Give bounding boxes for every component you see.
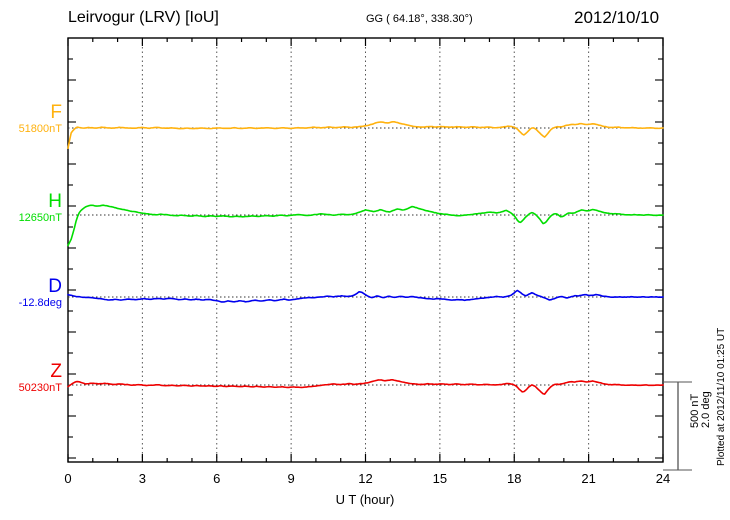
series-baseline-z: 50230nT	[18, 382, 62, 394]
x-tick-label-0: 0	[64, 471, 72, 486]
series-label-h: H 12650nT	[19, 192, 62, 225]
x-tick-label-15: 15	[432, 471, 448, 486]
x-axis-title: U T (hour)	[335, 492, 395, 507]
x-tick-label-3: 3	[138, 471, 146, 486]
scale-bar-label: 500 nT 2.0 deg	[689, 391, 712, 428]
series-label-z: Z 50230nT	[19, 362, 62, 395]
series-baseline-h: 12650nT	[18, 212, 62, 224]
x-tick-label-9: 9	[287, 471, 295, 486]
series-label-f: F 51800nT	[19, 103, 62, 136]
x-tick-label-24: 24	[655, 471, 671, 486]
geographic-coordinates: GG ( 64.18°, 338.30°)	[366, 13, 473, 25]
series-baseline-d: -12.8deg	[18, 297, 62, 309]
x-tick-label-21: 21	[581, 471, 596, 486]
trace-f	[67, 120, 664, 150]
series-name-h: H	[48, 191, 62, 212]
plotted-timestamp: Plotted at 2012/11/10 01:25 UT	[716, 327, 727, 466]
series-name-f: F	[50, 102, 62, 123]
x-tick-label-18: 18	[507, 471, 522, 486]
scale-bar-deg: 2.0 deg	[700, 391, 712, 428]
x-tick-label-6: 6	[213, 471, 221, 486]
trace-h	[67, 204, 664, 247]
trace-d	[67, 289, 664, 303]
series-name-d: D	[48, 276, 62, 297]
trace-z	[67, 378, 664, 395]
station-title: Leirvogur (LRV) [IoU]	[68, 9, 219, 26]
series-label-d: D -12.8deg	[19, 277, 62, 310]
series-name-z: Z	[50, 361, 62, 382]
observation-date: 2012/10/10	[574, 8, 660, 27]
series-baseline-f: 51800nT	[18, 123, 62, 135]
x-tick-label-12: 12	[358, 471, 373, 486]
